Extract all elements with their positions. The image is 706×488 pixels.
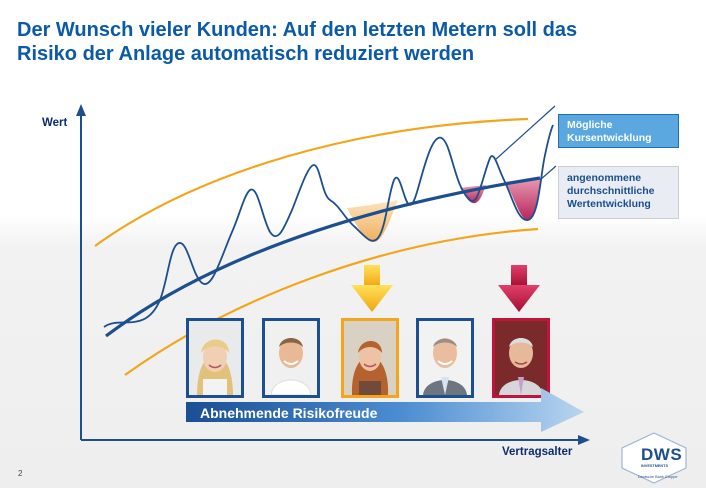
average-curve bbox=[105, 176, 541, 338]
logo-group: Deutsche Bank Gruppe bbox=[638, 475, 678, 479]
portrait-middle-aged-man-image bbox=[419, 321, 471, 395]
dws-logo-icon bbox=[621, 432, 687, 484]
portrait-middle-aged-woman-image bbox=[344, 321, 396, 395]
legend-average-line1: angenommene bbox=[567, 172, 642, 184]
legend-possible-line2: Kursentwicklung bbox=[567, 132, 652, 144]
page-number: 2 bbox=[18, 469, 23, 478]
photo-middle-aged-man bbox=[416, 318, 474, 398]
risk-appetite-arrow bbox=[186, 388, 584, 432]
legend-pointer-average bbox=[539, 165, 557, 181]
logo-brand: DWS bbox=[641, 445, 683, 464]
legend-possible-development: Mögliche Kursentwicklung bbox=[558, 114, 679, 148]
gold-down-arrow bbox=[351, 265, 393, 312]
risk-arrow-label: Abnehmende Risikofreude bbox=[200, 405, 378, 421]
portrait-senior-man-image bbox=[495, 321, 547, 395]
legend-possible-line1: Mögliche bbox=[567, 119, 613, 131]
x-axis-label: Vertragsalter bbox=[502, 446, 573, 458]
photo-middle-aged-woman bbox=[341, 318, 399, 398]
logo-sub: INVESTMENTS bbox=[641, 464, 669, 468]
portrait-young-woman-image bbox=[189, 321, 241, 395]
lower-band-line bbox=[124, 227, 539, 376]
legend-pointer-possible bbox=[494, 105, 556, 161]
photo-senior-man bbox=[492, 318, 550, 398]
slide-title-line1: Der Wunsch vieler Kunden: Auf den letzte… bbox=[17, 19, 578, 41]
photo-young-man bbox=[262, 318, 320, 398]
photo-young-woman bbox=[186, 318, 244, 398]
possible-price-curve bbox=[103, 124, 554, 328]
slide-title: Der Wunsch vieler Kunden: Auf den letzte… bbox=[17, 18, 697, 66]
red-down-arrow bbox=[498, 265, 540, 312]
dip-area-red-2 bbox=[505, 178, 541, 220]
portrait-young-man-image bbox=[265, 321, 317, 395]
legend-average-line2: durchschnittliche bbox=[567, 185, 655, 197]
dip-area-orange bbox=[347, 200, 398, 243]
y-axis-label: Wert bbox=[42, 117, 68, 129]
y-axis-arrowhead bbox=[76, 104, 86, 116]
legend-average-development: angenommene durchschnittliche Wertentwic… bbox=[558, 166, 679, 219]
slide-title-line2: Risiko der Anlage automatisch reduziert … bbox=[17, 43, 475, 65]
legend-average-line3: Wertentwicklung bbox=[567, 198, 651, 210]
x-axis-arrowhead bbox=[578, 435, 590, 445]
upper-band-line bbox=[94, 117, 529, 247]
